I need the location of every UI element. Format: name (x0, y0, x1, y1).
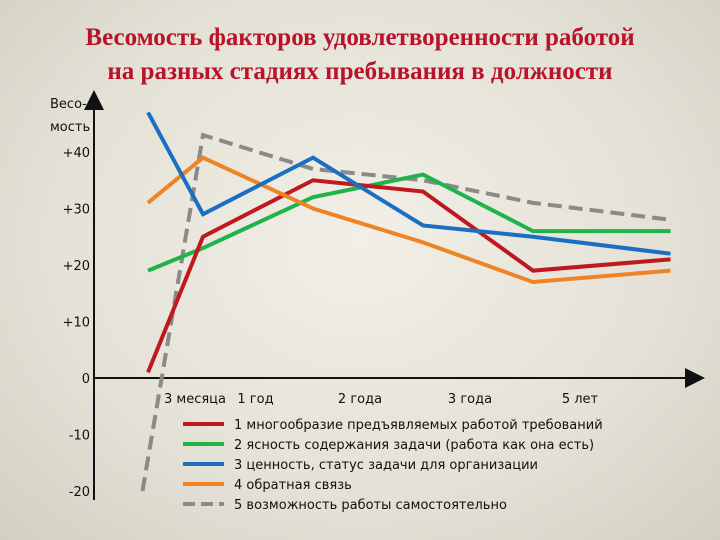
y-axis-label-line2: мость (50, 120, 90, 135)
legend-label-5: 5 возможность работы самостоятельно (234, 498, 507, 513)
x-tick-label: 3 года (448, 392, 492, 407)
series-line-3 (146, 111, 671, 256)
x-tick-label: 3 месяца (164, 392, 226, 407)
y-tick-label: 0 (82, 372, 90, 387)
y-tick-label: -10 (69, 429, 90, 444)
x-tick-label: 5 лет (562, 392, 599, 407)
y-tick-label: -20 (69, 485, 90, 500)
y-tick-label: +20 (63, 259, 90, 274)
x-tick-label: 1 год (237, 392, 273, 407)
chart-title-line2: на разных стадиях пребывания в должности (107, 58, 613, 85)
legend-label-1: 1 многообразие предъявляемых работой тре… (234, 418, 603, 433)
y-tick-label: +30 (63, 203, 90, 218)
y-tick-label: +10 (63, 316, 90, 331)
legend-label-3: 3 ценность, статус задачи для организаци… (234, 458, 538, 473)
series-line-4 (146, 155, 671, 284)
y-axis-label-line1: Весо- (50, 97, 87, 112)
legend-label-4: 4 обратная связь (234, 478, 352, 493)
series-line-1 (146, 178, 671, 374)
chart-title-line1: Весомость факторов удовлетворенности раб… (85, 24, 635, 51)
x-tick-label: 2 года (338, 392, 382, 407)
legend-label-2: 2 ясность содержания задачи (работа как … (234, 438, 594, 453)
y-tick-label: +40 (63, 146, 90, 161)
